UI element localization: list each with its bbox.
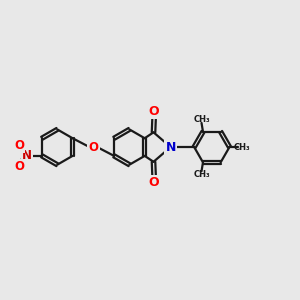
Text: CH₃: CH₃	[193, 115, 210, 124]
Text: O: O	[88, 141, 98, 154]
Text: CH₃: CH₃	[233, 142, 250, 152]
Text: O: O	[14, 160, 24, 173]
Text: N: N	[22, 149, 32, 162]
Text: O: O	[149, 176, 159, 190]
Text: O: O	[14, 139, 24, 152]
Text: O: O	[149, 105, 159, 118]
Text: CH₃: CH₃	[193, 170, 210, 179]
Text: N: N	[165, 141, 176, 154]
